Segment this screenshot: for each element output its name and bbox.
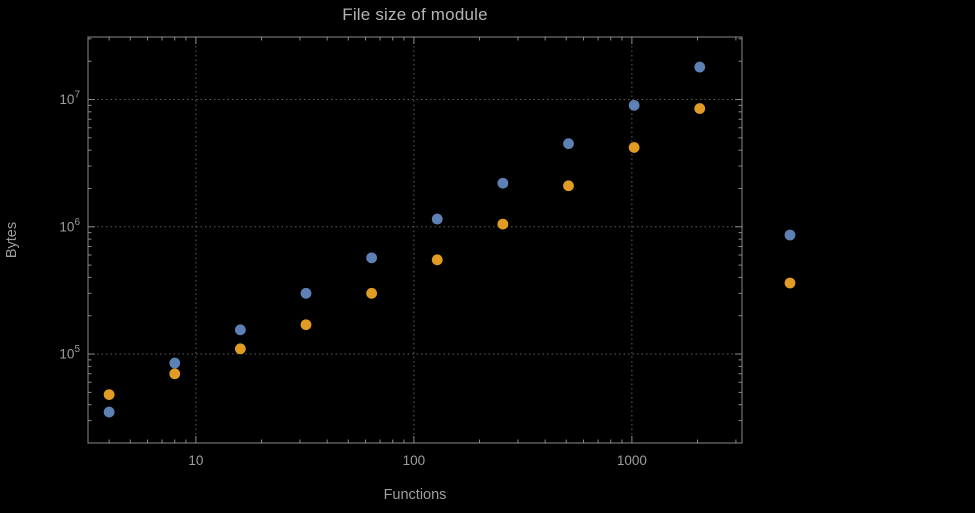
orange-series-point (300, 319, 312, 331)
blue-series-point (234, 324, 246, 336)
orange-series-point (169, 368, 181, 380)
blue-series-point (563, 138, 574, 150)
legend-marker (784, 277, 796, 289)
y-tick-label: 107 (59, 90, 80, 108)
legend-marker (784, 229, 796, 241)
blue-series-point (628, 99, 640, 111)
orange-series-point (628, 142, 640, 153)
orange-series-point (431, 254, 443, 266)
orange-series-point (497, 218, 509, 230)
blue-series-point (169, 357, 181, 369)
blue-series-point (431, 213, 443, 225)
blue-series-point (366, 252, 378, 264)
blue-series-point (103, 406, 115, 418)
orange-series-point (563, 180, 574, 192)
chart-title: File size of module (342, 5, 488, 24)
x-tick-label: 100 (403, 453, 426, 468)
x-tick-label: 1000 (617, 453, 647, 468)
orange-series-point (234, 343, 246, 355)
y-tick-label: 105 (59, 344, 80, 362)
orange-series-point (694, 103, 706, 114)
x-tick-label: 10 (188, 453, 203, 468)
plot-frame (87, 36, 743, 444)
y-tick-label: 106 (59, 217, 80, 235)
orange-series-point (366, 287, 378, 299)
x-axis-label: Functions (383, 487, 447, 503)
blue-series-point (300, 287, 312, 299)
blue-series-point (497, 177, 509, 189)
orange-series-point (103, 389, 115, 401)
blue-series-point (694, 61, 706, 73)
